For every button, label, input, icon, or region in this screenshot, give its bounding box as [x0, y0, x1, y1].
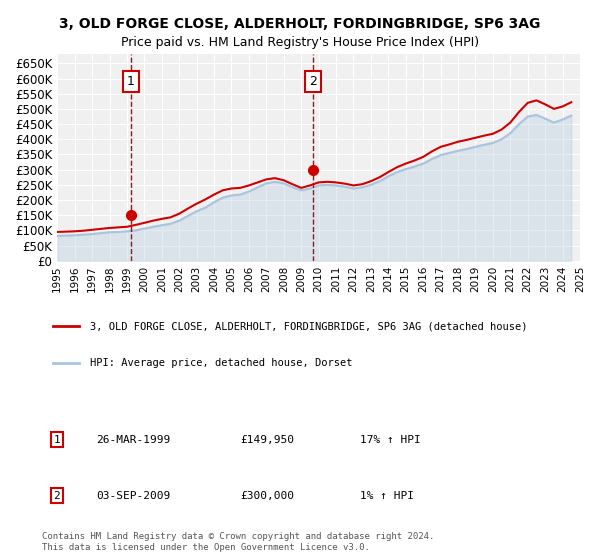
Text: 17% ↑ HPI: 17% ↑ HPI [360, 435, 421, 445]
Text: HPI: Average price, detached house, Dorset: HPI: Average price, detached house, Dors… [89, 358, 352, 367]
Text: 1: 1 [127, 75, 135, 88]
Text: 3, OLD FORGE CLOSE, ALDERHOLT, FORDINGBRIDGE, SP6 3AG (detached house): 3, OLD FORGE CLOSE, ALDERHOLT, FORDINGBR… [89, 321, 527, 331]
Text: 03-SEP-2009: 03-SEP-2009 [96, 491, 170, 501]
Text: £149,950: £149,950 [240, 435, 294, 445]
Text: 1: 1 [53, 435, 61, 445]
Text: 26-MAR-1999: 26-MAR-1999 [96, 435, 170, 445]
Text: 3, OLD FORGE CLOSE, ALDERHOLT, FORDINGBRIDGE, SP6 3AG: 3, OLD FORGE CLOSE, ALDERHOLT, FORDINGBR… [59, 17, 541, 31]
Text: Contains HM Land Registry data © Crown copyright and database right 2024.
This d: Contains HM Land Registry data © Crown c… [42, 532, 434, 552]
Text: 2: 2 [309, 75, 317, 88]
Text: £300,000: £300,000 [240, 491, 294, 501]
Text: Price paid vs. HM Land Registry's House Price Index (HPI): Price paid vs. HM Land Registry's House … [121, 36, 479, 49]
Text: 1% ↑ HPI: 1% ↑ HPI [360, 491, 414, 501]
Text: 2: 2 [53, 491, 61, 501]
